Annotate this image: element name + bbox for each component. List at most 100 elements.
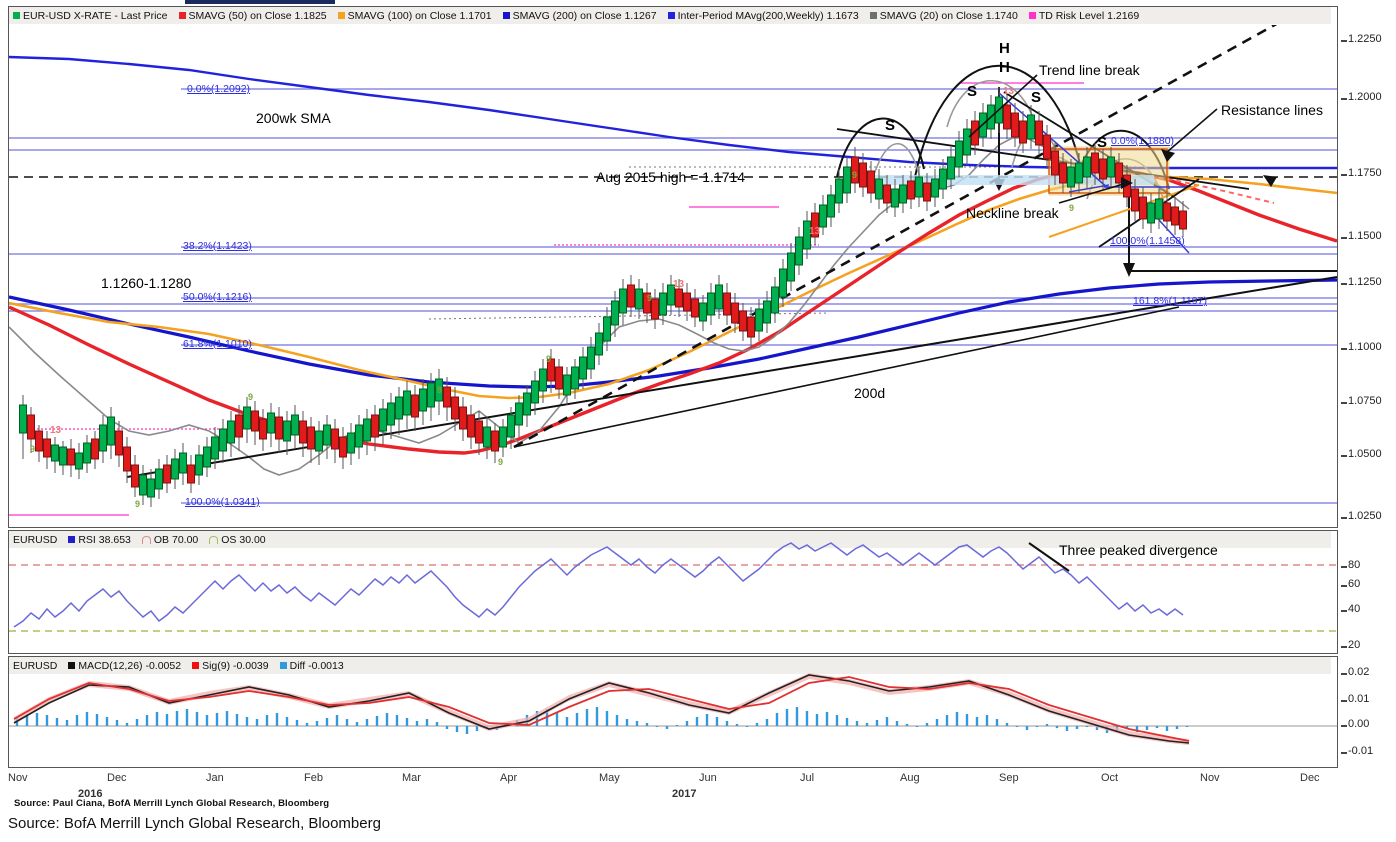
macd-legend-item-label: Diff -0.0013 xyxy=(289,659,344,672)
fib-level-label: 0.0%(1.2092) xyxy=(187,83,251,95)
rsi-panel: EURUSD RSI 38.653 OB 70.00 OS 30.00 Three p… xyxy=(8,530,1338,654)
fib-level-label: 100.0%(1.1458) xyxy=(1110,235,1185,247)
price-axis-tick: 1.1500 xyxy=(1348,230,1382,242)
td-sequential-marker: 9 xyxy=(437,385,443,395)
td-sequential-marker: 9 xyxy=(30,444,36,454)
rsi-axis-tick: 60 xyxy=(1348,578,1361,590)
legend-swatch-icon xyxy=(279,662,287,669)
fib-level-label: 0.0%(1.1880) xyxy=(1111,135,1175,147)
fib-level-label: 38.2%(1.1423) xyxy=(183,240,252,252)
price-axis-tick: 1.1000 xyxy=(1348,341,1382,353)
legend-swatch-icon xyxy=(667,12,675,19)
price-axis-tick: 1.0750 xyxy=(1348,395,1382,407)
rsi-legend-item-0[interactable]: RSI 38.653 xyxy=(68,534,131,546)
rsi-legend-item-1[interactable]: OB 70.00 xyxy=(141,534,198,546)
price-axis-tick: 1.0250 xyxy=(1348,510,1382,522)
rsi-divergence-line xyxy=(1028,542,1070,572)
candle-bodies xyxy=(19,96,1187,498)
annotation-leaders xyxy=(968,74,1277,204)
x-axis-tick: Jun xyxy=(699,772,717,784)
macd-line xyxy=(13,674,1190,744)
rsi-axis-tickmark xyxy=(1341,610,1347,612)
x-axis-tick: Mar xyxy=(402,772,421,784)
price-axis-tickmark xyxy=(1341,283,1347,285)
macd-legend-item-1[interactable]: Sig(9) -0.0039 xyxy=(192,660,269,672)
steep-dashed-trendline xyxy=(513,25,1278,449)
macd-axis-tickmark xyxy=(1341,700,1347,702)
price-legend-item-3[interactable]: SMAVG (200) on Close 1.1267 xyxy=(502,9,657,22)
macd-legend-item-2[interactable]: Diff -0.0013 xyxy=(279,659,344,672)
td-sequential-marker: 9 xyxy=(248,392,254,402)
source-outer: Source: BofA Merrill Lynch Global Resear… xyxy=(8,815,381,832)
macd-panel: EURUSD MACD(12,26) -0.0052 Sig(9) -0.0039 D… xyxy=(8,656,1338,768)
macd-legend-item-0[interactable]: MACD(12,26) -0.0052 xyxy=(68,660,181,672)
legend-swatch-icon xyxy=(502,12,510,19)
price-legend-item-4[interactable]: Inter-Period MAvg(200,Weekly) 1.1673 xyxy=(667,9,859,22)
rsi-axis-tickmark xyxy=(1341,646,1347,648)
td-sequential-marker: 9 xyxy=(546,354,552,364)
chart-annotation: Resistance lines xyxy=(1221,102,1323,118)
fib-lines xyxy=(9,88,1337,504)
head-shoulders-head-arc xyxy=(913,65,1085,183)
price-legend-item-1[interactable]: SMAVG (50) on Close 1.1825 xyxy=(178,9,327,22)
rsi-divergence-annotation: Three peaked divergence xyxy=(1059,542,1218,558)
chart-annotation: 200wk SMA xyxy=(256,110,331,126)
rsi-axis-tick: 20 xyxy=(1348,639,1361,651)
price-legend-item-5[interactable]: SMAVG (20) on Close 1.1740 xyxy=(869,10,1018,22)
macd-axis-tick: 0.00 xyxy=(1348,718,1370,730)
x-axis-tick: Nov xyxy=(8,772,28,784)
price-legend-item-label: TD Risk Level 1.2169 xyxy=(1038,9,1140,22)
price-axis-tickmark xyxy=(1341,517,1347,519)
x-axis-tick: Apr xyxy=(500,772,518,784)
td-sequential-marker: 9 xyxy=(135,499,141,509)
macd-axis-tick: -0.01 xyxy=(1348,745,1374,757)
price-axis-tickmark xyxy=(1341,174,1347,176)
fib-level-label: 61.8%(1.1010) xyxy=(183,338,252,350)
macd-axis-tickmark xyxy=(1341,725,1347,727)
price-legend: EUR-USD X-RATE - Last Price SMAVG (50) on… xyxy=(9,7,1331,24)
legend-swatch-icon xyxy=(192,662,200,669)
head-shoulders-label: H xyxy=(999,59,1010,76)
price-legend-item-label: SMAVG (50) on Close 1.1825 xyxy=(188,9,327,22)
rsi-line xyxy=(13,542,1184,628)
price-legend-item-2[interactable]: SMAVG (100) on Close 1.1701 xyxy=(337,9,492,22)
x-axis-tick: May xyxy=(599,772,620,784)
price-axis-tick: 1.1750 xyxy=(1348,167,1382,179)
price-axis-tick: 1.2000 xyxy=(1348,91,1382,103)
macd-signal-band xyxy=(14,673,1189,745)
macd-axis-tick: 0.02 xyxy=(1348,666,1370,678)
price-axis-tickmark xyxy=(1341,402,1347,404)
head-shoulders-label: S xyxy=(1031,89,1042,106)
price-legend-item-6[interactable]: TD Risk Level 1.2169 xyxy=(1028,9,1140,22)
candlestick-series xyxy=(19,87,1187,507)
legend-swatch-icon xyxy=(178,12,186,19)
macd-legend-item-label: Sig(9) -0.0039 xyxy=(202,659,269,672)
neckline-band xyxy=(864,175,1154,185)
legend-swatch-icon xyxy=(337,12,345,19)
price-legend-item-label: SMAVG (200) on Close 1.1267 xyxy=(512,9,657,22)
price-axis-tick: 1.0500 xyxy=(1348,448,1382,460)
legend-swatch-icon xyxy=(68,662,76,669)
head-shoulders-label: S xyxy=(1097,134,1108,151)
x-axis-year: 2017 xyxy=(672,788,697,800)
head-shoulders-outer-arc xyxy=(836,117,925,178)
rsi-legend-item-2[interactable]: OS 30.00 xyxy=(209,534,266,546)
price-legend-item-label: SMAVG (100) on Close 1.1701 xyxy=(347,9,492,22)
legend-swatch-icon xyxy=(13,12,20,19)
rsi-legend-item-label: RSI 38.653 xyxy=(78,533,131,546)
td-sequential-marker: 13 xyxy=(673,279,685,290)
price-panel: EUR-USD X-RATE - Last Price SMAVG (50) on… xyxy=(8,6,1338,528)
price-legend-item-label: Inter-Period MAvg(200,Weekly) 1.1673 xyxy=(677,9,859,22)
price-axis-tickmark xyxy=(1341,237,1347,239)
rsi-axis-tick: 40 xyxy=(1348,603,1361,615)
macd-axis-tick: 0.01 xyxy=(1348,693,1370,705)
td-sequential-marker: 13 xyxy=(1003,86,1015,97)
macd-axis-tickmark xyxy=(1341,752,1347,754)
x-axis-tick: Dec xyxy=(107,772,127,784)
head-shoulders-label: S xyxy=(885,117,896,134)
macd-legend: EURUSD MACD(12,26) -0.0052 Sig(9) -0.0039 D… xyxy=(9,657,1331,674)
rsi-axis-tickmark xyxy=(1341,585,1347,587)
price-legend-item-0[interactable]: EUR-USD X-RATE - Last Price xyxy=(13,10,168,22)
rising-trendline-mid xyxy=(513,306,1180,448)
